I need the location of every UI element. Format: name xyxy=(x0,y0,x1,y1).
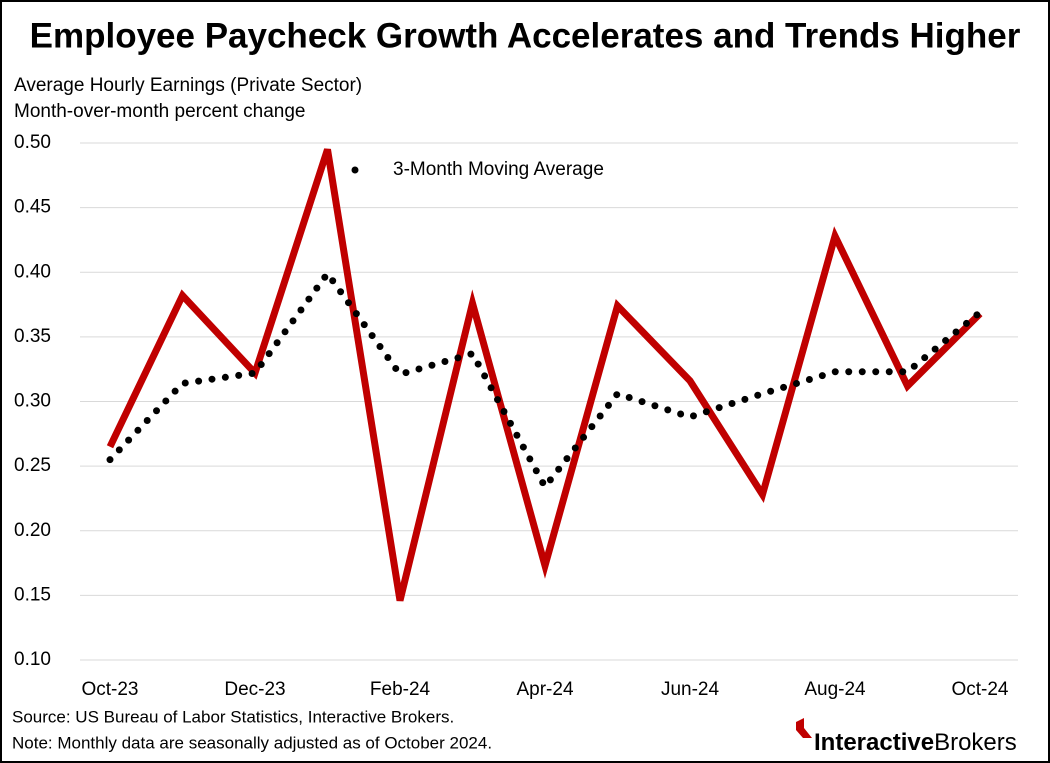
y-tick-label: 0.30 xyxy=(14,391,51,412)
y-tick-label: 0.45 xyxy=(14,197,51,218)
y-tick-label: 0.40 xyxy=(14,261,51,282)
logo-part: Interactive xyxy=(814,729,934,756)
x-tick-label: Aug-24 xyxy=(804,679,866,700)
y-tick-label: 0.20 xyxy=(14,520,51,541)
chart-title: Employee Paycheck Growth Accelerates and… xyxy=(30,16,1021,55)
logo-part: Brokers xyxy=(934,729,1017,756)
y-tick-label: 0.15 xyxy=(14,584,51,605)
legend-label: 3-Month Moving Average xyxy=(393,159,604,180)
note: Note: Monthly data are seasonally adjust… xyxy=(12,733,492,752)
x-tick-label: Oct-23 xyxy=(81,679,138,700)
x-tick-label: Apr-24 xyxy=(516,679,573,700)
subtitle: Month-over-month percent change xyxy=(14,101,306,122)
x-tick-label: Oct-24 xyxy=(951,679,1008,700)
x-tick-label: Dec-23 xyxy=(224,679,285,700)
logo-icon xyxy=(796,718,812,738)
y-tick-label: 0.10 xyxy=(14,649,51,670)
y-tick-label: 0.50 xyxy=(14,132,51,153)
x-tick-label: Jun-24 xyxy=(661,679,720,700)
y-tick-label: 0.25 xyxy=(14,455,51,476)
y-tick-label: 0.35 xyxy=(14,326,51,347)
series-line xyxy=(106,267,984,494)
subtitle: Average Hourly Earnings (Private Sector) xyxy=(14,75,362,96)
logo: InteractiveBrokers xyxy=(814,729,1017,756)
x-tick-label: Feb-24 xyxy=(370,679,431,700)
source: Source: US Bureau of Labor Statistics, I… xyxy=(12,707,454,726)
